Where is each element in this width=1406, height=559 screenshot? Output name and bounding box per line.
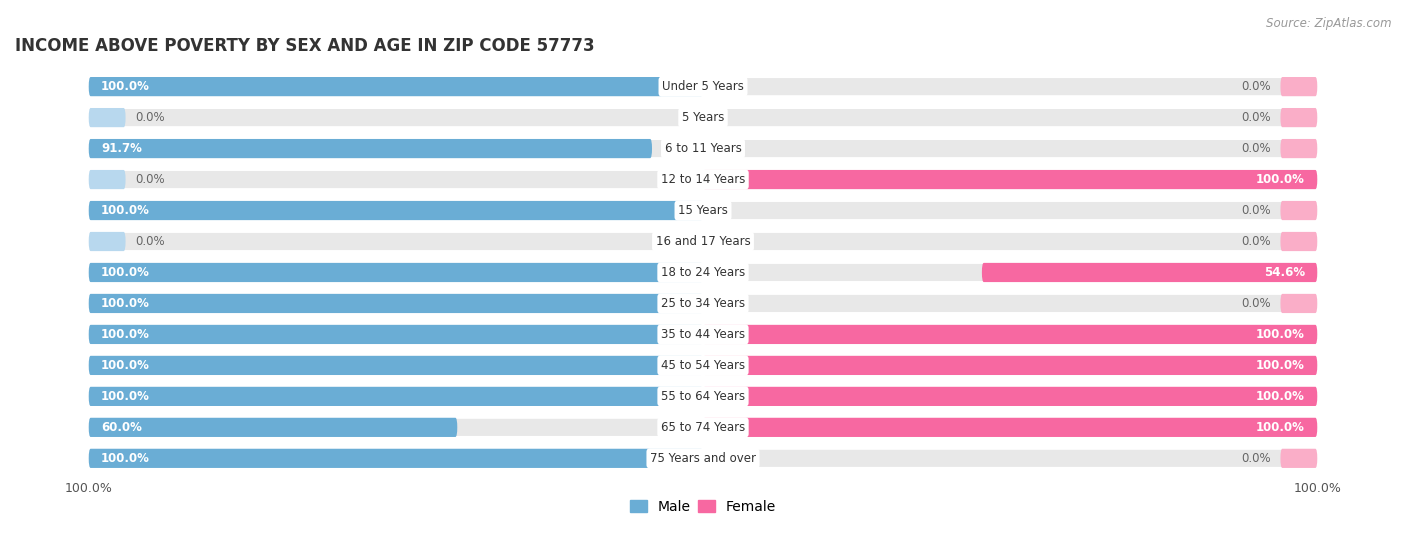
Text: 100.0%: 100.0% bbox=[101, 328, 150, 341]
FancyBboxPatch shape bbox=[89, 294, 703, 313]
Text: 100.0%: 100.0% bbox=[1256, 390, 1305, 403]
FancyBboxPatch shape bbox=[89, 201, 703, 220]
Text: 0.0%: 0.0% bbox=[135, 235, 165, 248]
Text: 0.0%: 0.0% bbox=[1241, 235, 1271, 248]
Text: 35 to 44 Years: 35 to 44 Years bbox=[661, 328, 745, 341]
FancyBboxPatch shape bbox=[1281, 139, 1317, 158]
Text: 54.6%: 54.6% bbox=[1264, 266, 1305, 279]
Text: 100.0%: 100.0% bbox=[101, 452, 150, 465]
FancyBboxPatch shape bbox=[89, 201, 1317, 220]
Text: Under 5 Years: Under 5 Years bbox=[662, 80, 744, 93]
FancyBboxPatch shape bbox=[89, 387, 1317, 406]
FancyBboxPatch shape bbox=[89, 294, 1317, 313]
Text: 100.0%: 100.0% bbox=[101, 390, 150, 403]
FancyBboxPatch shape bbox=[89, 325, 703, 344]
FancyBboxPatch shape bbox=[89, 139, 652, 158]
Text: 15 Years: 15 Years bbox=[678, 204, 728, 217]
FancyBboxPatch shape bbox=[89, 418, 457, 437]
Text: 65 to 74 Years: 65 to 74 Years bbox=[661, 421, 745, 434]
Text: 0.0%: 0.0% bbox=[1241, 297, 1271, 310]
FancyBboxPatch shape bbox=[89, 232, 1317, 251]
Text: 100.0%: 100.0% bbox=[1256, 173, 1305, 186]
Text: 0.0%: 0.0% bbox=[1241, 452, 1271, 465]
FancyBboxPatch shape bbox=[89, 139, 1317, 158]
Text: 0.0%: 0.0% bbox=[1241, 111, 1271, 124]
Text: 0.0%: 0.0% bbox=[135, 111, 165, 124]
Text: 0.0%: 0.0% bbox=[1241, 142, 1271, 155]
Text: 0.0%: 0.0% bbox=[1241, 204, 1271, 217]
FancyBboxPatch shape bbox=[1281, 108, 1317, 127]
FancyBboxPatch shape bbox=[703, 325, 1317, 344]
FancyBboxPatch shape bbox=[703, 387, 1317, 406]
Text: INCOME ABOVE POVERTY BY SEX AND AGE IN ZIP CODE 57773: INCOME ABOVE POVERTY BY SEX AND AGE IN Z… bbox=[15, 37, 595, 55]
FancyBboxPatch shape bbox=[89, 325, 1317, 344]
FancyBboxPatch shape bbox=[1281, 77, 1317, 96]
FancyBboxPatch shape bbox=[981, 263, 1317, 282]
Text: 60.0%: 60.0% bbox=[101, 421, 142, 434]
FancyBboxPatch shape bbox=[703, 418, 1317, 437]
Text: 100.0%: 100.0% bbox=[101, 80, 150, 93]
Text: 100.0%: 100.0% bbox=[101, 297, 150, 310]
Text: 100.0%: 100.0% bbox=[1256, 359, 1305, 372]
FancyBboxPatch shape bbox=[89, 108, 1317, 127]
FancyBboxPatch shape bbox=[703, 170, 1317, 189]
FancyBboxPatch shape bbox=[89, 449, 703, 468]
FancyBboxPatch shape bbox=[89, 170, 125, 189]
FancyBboxPatch shape bbox=[89, 77, 1317, 96]
FancyBboxPatch shape bbox=[89, 77, 703, 96]
Text: 0.0%: 0.0% bbox=[135, 173, 165, 186]
FancyBboxPatch shape bbox=[89, 263, 1317, 282]
Legend: Male, Female: Male, Female bbox=[624, 494, 782, 519]
Text: 18 to 24 Years: 18 to 24 Years bbox=[661, 266, 745, 279]
FancyBboxPatch shape bbox=[89, 232, 125, 251]
Text: 75 Years and over: 75 Years and over bbox=[650, 452, 756, 465]
FancyBboxPatch shape bbox=[1281, 294, 1317, 313]
Text: 45 to 54 Years: 45 to 54 Years bbox=[661, 359, 745, 372]
FancyBboxPatch shape bbox=[89, 356, 703, 375]
Text: 100.0%: 100.0% bbox=[101, 204, 150, 217]
Text: 6 to 11 Years: 6 to 11 Years bbox=[665, 142, 741, 155]
FancyBboxPatch shape bbox=[89, 356, 1317, 375]
Text: 100.0%: 100.0% bbox=[101, 359, 150, 372]
FancyBboxPatch shape bbox=[89, 170, 1317, 189]
Text: 100.0%: 100.0% bbox=[1256, 328, 1305, 341]
FancyBboxPatch shape bbox=[703, 356, 1317, 375]
Text: 16 and 17 Years: 16 and 17 Years bbox=[655, 235, 751, 248]
Text: Source: ZipAtlas.com: Source: ZipAtlas.com bbox=[1267, 17, 1392, 30]
FancyBboxPatch shape bbox=[89, 387, 703, 406]
Text: 12 to 14 Years: 12 to 14 Years bbox=[661, 173, 745, 186]
FancyBboxPatch shape bbox=[89, 263, 703, 282]
Text: 100.0%: 100.0% bbox=[101, 266, 150, 279]
FancyBboxPatch shape bbox=[1281, 449, 1317, 468]
Text: 5 Years: 5 Years bbox=[682, 111, 724, 124]
Text: 91.7%: 91.7% bbox=[101, 142, 142, 155]
FancyBboxPatch shape bbox=[1281, 232, 1317, 251]
FancyBboxPatch shape bbox=[89, 449, 1317, 468]
Text: 25 to 34 Years: 25 to 34 Years bbox=[661, 297, 745, 310]
Text: 100.0%: 100.0% bbox=[1256, 421, 1305, 434]
FancyBboxPatch shape bbox=[89, 418, 1317, 437]
FancyBboxPatch shape bbox=[89, 108, 125, 127]
FancyBboxPatch shape bbox=[1281, 201, 1317, 220]
Text: 55 to 64 Years: 55 to 64 Years bbox=[661, 390, 745, 403]
Text: 0.0%: 0.0% bbox=[1241, 80, 1271, 93]
